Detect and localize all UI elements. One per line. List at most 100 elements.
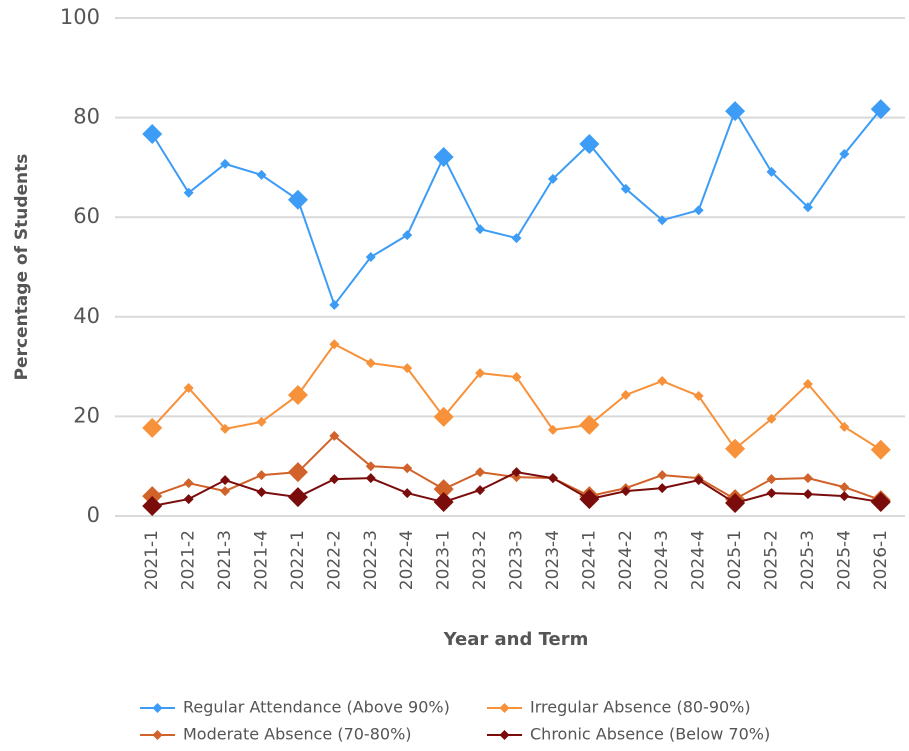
point	[256, 470, 267, 481]
point	[657, 470, 668, 481]
point	[475, 485, 486, 496]
point	[839, 491, 850, 502]
point	[475, 224, 486, 235]
point	[579, 489, 600, 510]
x-tick-label: 2026-1	[871, 530, 891, 590]
point	[839, 482, 850, 493]
series-line	[151, 342, 882, 451]
point	[725, 101, 746, 122]
point	[402, 463, 413, 474]
y-tick-label: 60	[73, 204, 100, 228]
point	[365, 358, 376, 369]
x-tick-label: 2025-1	[725, 530, 745, 590]
y-tick-label: 80	[73, 105, 100, 129]
point	[402, 488, 413, 499]
x-tick-label: 2024-4	[689, 530, 709, 590]
point	[365, 252, 376, 263]
point	[766, 166, 777, 177]
point	[433, 146, 454, 167]
x-tick-label: 2021-4	[252, 530, 272, 590]
series-line	[151, 108, 882, 307]
point	[220, 158, 231, 169]
point	[511, 467, 522, 478]
x-tick-label: 2022-1	[288, 530, 308, 590]
legend-marker	[499, 730, 510, 740]
point	[657, 376, 668, 387]
point	[183, 478, 194, 489]
x-tick-label: 2023-1	[434, 530, 454, 590]
point	[547, 173, 558, 184]
x-tick-label: 2023-3	[507, 530, 527, 590]
point	[579, 414, 600, 435]
point	[511, 233, 522, 244]
point	[839, 421, 850, 432]
y-tick-label: 20	[73, 403, 100, 427]
point	[433, 406, 454, 427]
point	[766, 474, 777, 485]
point	[802, 489, 813, 500]
point	[725, 493, 746, 514]
legend-label: Irregular Absence (80-90%)	[530, 698, 751, 717]
x-tick-label: 2021-3	[215, 530, 235, 590]
y-tick-label: 100	[60, 5, 100, 29]
point	[870, 99, 891, 120]
x-tick-label: 2022-2	[324, 530, 344, 590]
point	[256, 416, 267, 427]
x-tick-label: 2022-4	[397, 530, 417, 590]
point	[365, 473, 376, 484]
point	[329, 430, 340, 441]
legend-marker	[152, 703, 163, 713]
point	[870, 492, 891, 513]
legend-label: Moderate Absence (70-80%)	[183, 725, 412, 744]
legend-label: Regular Attendance (Above 90%)	[183, 698, 450, 717]
point	[256, 169, 267, 180]
point	[287, 189, 308, 210]
x-tick-label: 2022-3	[361, 530, 381, 590]
point	[220, 475, 231, 486]
x-tick-label: 2021-2	[179, 530, 199, 590]
point	[620, 486, 631, 497]
point	[183, 383, 194, 394]
point	[693, 205, 704, 216]
point	[183, 187, 194, 198]
legend-marker	[152, 730, 163, 740]
x-tick-label: 2023-4	[543, 530, 563, 590]
point	[511, 372, 522, 383]
y-tick-label: 40	[73, 304, 100, 328]
x-tick-label: 2024-1	[579, 530, 599, 590]
point	[142, 496, 163, 517]
point	[365, 461, 376, 472]
point	[802, 202, 813, 213]
point	[287, 384, 308, 405]
y-tick-label: 0	[87, 503, 100, 527]
point	[693, 390, 704, 401]
point	[766, 488, 777, 499]
point	[183, 494, 194, 505]
point	[620, 389, 631, 400]
point	[475, 368, 486, 379]
point	[802, 379, 813, 390]
point	[329, 299, 340, 310]
point	[256, 487, 267, 498]
point	[287, 487, 308, 508]
point	[547, 424, 558, 435]
x-tick-label: 2025-2	[762, 530, 782, 590]
legend-marker	[499, 703, 510, 713]
x-tick-label: 2025-3	[798, 530, 818, 590]
x-tick-label: 2023-2	[470, 530, 490, 590]
point	[475, 467, 486, 478]
x-axis-title: Year and Term	[443, 629, 589, 650]
point	[693, 475, 704, 486]
point	[657, 483, 668, 494]
legend-label: Chronic Absence (Below 70%)	[530, 725, 770, 744]
point	[839, 148, 850, 159]
x-tick-label: 2021-1	[142, 530, 162, 590]
point	[220, 486, 231, 497]
point	[433, 492, 454, 513]
x-tick-label: 2024-3	[652, 530, 672, 590]
point	[402, 230, 413, 241]
point	[220, 423, 231, 434]
y-axis-title: Percentage of Students	[12, 154, 32, 381]
point	[766, 413, 777, 424]
